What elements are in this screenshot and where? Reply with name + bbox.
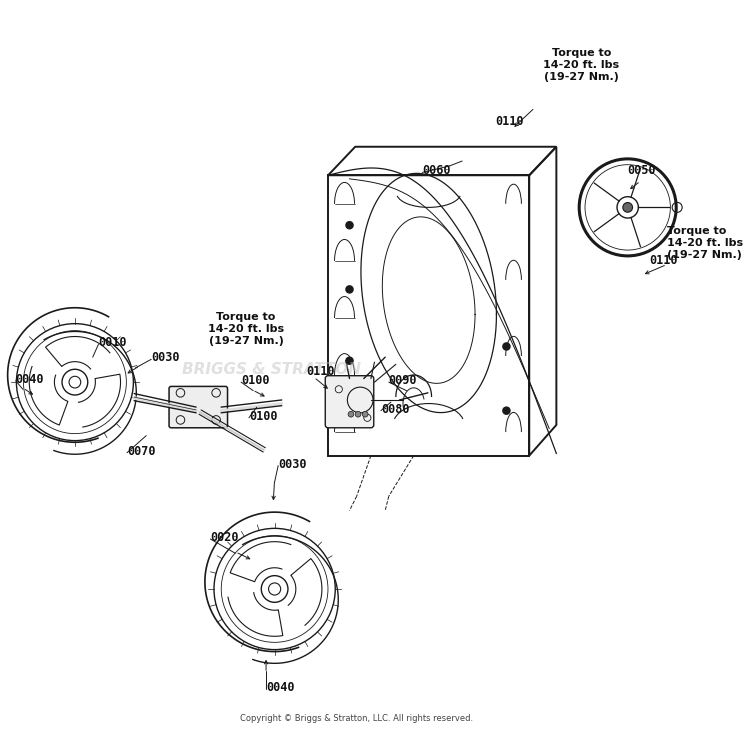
Text: 0090: 0090 (388, 374, 417, 387)
Circle shape (356, 412, 361, 417)
Text: 0040: 0040 (16, 373, 44, 386)
Text: 0110: 0110 (649, 254, 677, 267)
Text: 0050: 0050 (628, 164, 656, 178)
Text: 0100: 0100 (249, 410, 278, 423)
Circle shape (346, 286, 353, 293)
FancyBboxPatch shape (326, 376, 374, 427)
Text: Torque to
14-20 ft. lbs
(19-27 Nm.): Torque to 14-20 ft. lbs (19-27 Nm.) (543, 48, 620, 82)
Text: BRIGGS & STRATTON: BRIGGS & STRATTON (182, 362, 361, 376)
Text: 0030: 0030 (278, 458, 307, 471)
Circle shape (348, 412, 354, 417)
Circle shape (346, 222, 353, 229)
Circle shape (346, 357, 353, 364)
Text: 0100: 0100 (241, 374, 269, 387)
Text: 0030: 0030 (152, 352, 180, 364)
FancyBboxPatch shape (169, 386, 227, 427)
Text: 0110: 0110 (496, 115, 524, 128)
Circle shape (622, 202, 632, 212)
Text: Copyright © Briggs & Stratton, LLC. All rights reserved.: Copyright © Briggs & Stratton, LLC. All … (240, 714, 473, 723)
Circle shape (362, 412, 368, 417)
Circle shape (503, 407, 510, 414)
Text: 0060: 0060 (422, 164, 451, 178)
Text: Torque to
14-20 ft. lbs
(19-27 Nm.): Torque to 14-20 ft. lbs (19-27 Nm.) (667, 226, 743, 260)
Text: Torque to
14-20 ft. lbs
(19-27 Nm.): Torque to 14-20 ft. lbs (19-27 Nm.) (208, 312, 284, 346)
Text: 0040: 0040 (266, 681, 295, 694)
Text: 0070: 0070 (127, 445, 155, 458)
Text: 0020: 0020 (211, 531, 239, 544)
Text: 0110: 0110 (307, 365, 335, 378)
Text: 0010: 0010 (98, 336, 127, 349)
Circle shape (503, 343, 510, 350)
Text: 0080: 0080 (381, 403, 410, 416)
